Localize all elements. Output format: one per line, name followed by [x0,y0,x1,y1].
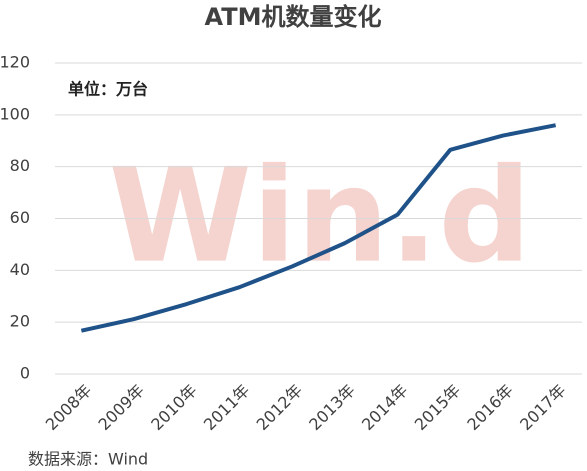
x-tick-label: 2011年 [200,381,254,435]
y-tick-label: 80 [10,156,30,175]
watermark: Win.d [109,140,532,292]
source-note: 数据来源：Wind [28,450,148,469]
x-tick-label: 2016年 [463,381,517,435]
y-tick-label: 40 [10,260,30,279]
x-tick-label: 2017年 [516,381,570,435]
x-tick-label: 2012年 [253,381,307,435]
y-tick-label: 0 [20,364,30,383]
y-tick-label: 120 [0,53,30,72]
x-tick-label: 2010年 [147,381,201,435]
y-tick-label: 100 [0,104,30,123]
y-tick-label: 60 [10,208,30,227]
x-tick-label: 2008年 [42,381,96,435]
unit-annotation: 单位：万台 [68,80,148,99]
x-tick-label: 2013年 [305,381,359,435]
x-tick-label: 2009年 [95,381,149,435]
x-tick-label: 2014年 [358,381,412,435]
chart-title: ATM机数量变化 [205,3,382,31]
x-tick-label: 2015年 [411,381,465,435]
data-line [80,123,557,333]
y-tick-label: 20 [10,312,30,331]
